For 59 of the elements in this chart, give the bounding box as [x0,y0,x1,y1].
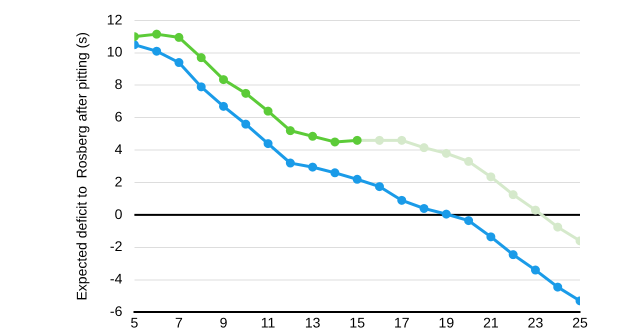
point [152,46,162,56]
point [330,137,340,146]
point [241,120,250,129]
y-tick-label: -6 [110,303,123,320]
y-tick-label: 6 [114,108,123,125]
point [219,75,228,84]
point [374,182,384,192]
point [264,139,273,148]
point [330,168,340,178]
x-tick-label: 11 [260,314,276,330]
y-tick-label: -4 [110,270,123,287]
point [486,172,496,182]
point [530,266,540,275]
y-axis-title: Expected deficit to Rosberg after pitting (s) [73,32,90,301]
point [241,88,250,98]
y-tick-label: 4 [114,140,123,157]
point [397,196,406,205]
point [264,106,273,116]
y-tick-label: 0 [114,206,123,222]
point [508,250,518,260]
point [174,58,184,68]
x-tick-label: 23 [528,314,544,330]
point [286,126,295,136]
point [464,216,474,226]
point [397,136,406,145]
y-tick-label: 8 [114,76,123,92]
point [196,53,206,62]
point [374,136,384,145]
point [219,102,228,111]
point [152,30,162,39]
point [553,282,562,292]
x-tick-label: 7 [175,314,184,330]
y-tick-label: 2 [114,173,123,190]
y-tick-label: -2 [110,238,123,254]
point [174,32,184,42]
point [420,143,429,152]
point [508,190,518,200]
point [464,156,474,166]
point [553,222,562,232]
point [530,206,540,215]
x-tick-label: 5 [130,314,138,330]
point [308,132,318,141]
point [196,82,206,92]
x-tick-label: 13 [304,314,321,330]
point [308,162,318,172]
x-tick-label: 9 [220,314,228,330]
point [486,232,496,242]
x-tick-label: 21 [483,314,499,330]
point [286,158,295,168]
point [352,174,362,184]
x-tick-label: 17 [394,314,410,330]
y-tick-label: 12 [106,11,123,28]
x-tick-label: 15 [349,314,366,330]
point [420,204,429,213]
x-tick-label: 19 [438,314,454,330]
point [442,210,451,219]
y-tick-label: 10 [106,44,123,60]
point [442,148,451,158]
x-tick-label: 25 [572,314,588,330]
